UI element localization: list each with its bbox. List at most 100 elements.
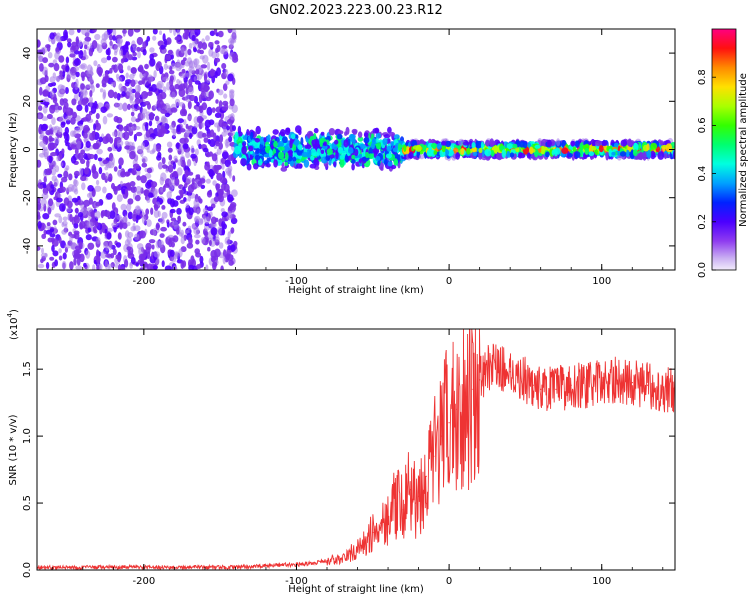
heatmap-cell-1128 [64,244,71,249]
heatmap-cell-1768 [187,184,195,193]
heatmap-cell-600 [62,252,67,260]
heatmap-cell-3379 [489,138,495,148]
heatmap-cell-1238 [61,64,66,70]
heatmap-cell-2410 [291,133,296,140]
heatmap-cell-990 [180,260,185,269]
heatmap-cell-1552 [200,237,206,244]
heatmap-cell-3295 [627,138,632,147]
heatmap-cell-1224 [78,98,83,107]
heatmap-cell-980 [103,31,109,40]
heatmap-cell-1687 [76,104,83,112]
heatmap-cell-2439 [343,139,349,148]
heatmap-cell-3344 [441,144,446,153]
heatmap-cell-721 [96,237,101,245]
heatmap-cell-740 [146,147,150,153]
heatmap-cell-1041 [96,63,101,73]
heatmap-cell-2003 [375,132,381,139]
heatmap-cell-1645 [80,149,86,155]
heatmap-cell-858 [48,198,54,207]
heatmap-cell-1700 [208,240,212,246]
snr-y-label: SNR (10 * v/v) [8,414,19,485]
snr-point-23 [418,495,420,497]
heatmap-cell-2480 [270,144,275,149]
heatmap-cell-2114 [345,126,350,135]
heatmap-cell-1211 [193,234,201,239]
heatmap-cell-294 [173,29,177,36]
heatmap-cell-1410 [176,124,181,133]
heatmap-cell-1632 [60,176,68,183]
snr-point-43 [601,382,603,384]
heatmap-cell-1583 [102,91,106,100]
heatmap-cell-1782 [179,83,186,91]
heatmap-cell-3341 [529,146,534,155]
heatmap-cell-1037 [47,52,53,59]
heatmap-cell-502 [54,136,60,145]
heatmap-cell-1478 [57,105,63,111]
heatmap-cell-1755 [148,137,154,142]
heatmap-cell-1349 [204,90,210,99]
heatmap-cell-1564 [172,161,176,170]
heatmap-cell-958 [226,210,232,219]
heatmap-cell-1644 [166,221,170,228]
heatmap-cell-136 [37,196,41,204]
heatmap-cell-1642 [61,260,67,270]
heatmap-cell-3381 [584,148,590,155]
heatmap-cell-1670 [129,145,136,151]
heatmap-cell-1431 [187,225,192,231]
heatmap-cell-1600 [45,129,51,136]
heatmap-cell-1750 [160,172,167,182]
heatmap-cell-1042 [45,85,50,92]
heatmap-cell-559 [113,166,118,172]
heatmap-cell-2432 [309,135,315,141]
heatmap-cell-1425 [48,155,53,164]
heatmap-cell-788 [176,29,181,37]
heatmap-cell-3383 [478,147,483,154]
heatmap-cell-544 [203,137,209,143]
heatmap-cell-1948 [279,129,286,137]
heatmap-cell-1174 [58,236,62,244]
heatmap-cell-1420 [102,159,109,165]
heatmap-cell-2477 [326,148,333,156]
heatmap-cell-996 [106,263,114,268]
heatmap-cell-2494 [248,145,254,152]
heatmap-cell-1775 [149,53,154,61]
heatmap-cell-1518 [79,167,84,177]
snr-multiplier-exp: 4 [6,312,14,317]
heatmap-cell-2493 [301,151,309,158]
heatmap-cell-3380 [471,142,476,149]
heatmap-cell-1183 [82,132,88,139]
heatmap-cell-1708 [84,104,89,113]
heatmap-cell-1660 [188,42,193,49]
heatmap-cell-1627 [46,222,51,227]
heatmap-cell-1370 [134,233,140,241]
heatmap-cell-1188 [81,75,85,82]
heatmap-cell-1616 [76,140,82,150]
heatmap-cell-1218 [164,265,172,270]
heatmap-cell-3371 [554,148,558,157]
heatmap-cell-1314 [221,228,226,236]
heatmap-cell-1738 [191,222,199,230]
heatmap-cell-1208 [141,156,148,163]
heatmap-cell-1468 [169,208,176,214]
heatmap-cell-1789 [118,83,123,91]
snr-point-29 [463,398,465,400]
heatmap-cell-2269 [328,128,336,136]
x-tick-label-0: -200 [132,576,155,587]
heatmap-cell-1672 [169,65,173,72]
heatmap-cell-1528 [117,264,122,270]
snr-y-tick-label-2: 1.0 [22,428,33,444]
heatmap-cell-604 [112,131,117,137]
heatmap-cell-1759 [57,126,63,135]
heatmap-cell-1780 [74,252,81,260]
heatmap-cell-464 [155,144,162,152]
heatmap-cell-1568 [149,47,155,53]
heatmap-cell-3213 [475,140,483,149]
heatmap-cell-1444 [93,123,97,131]
heatmap-cell-909 [49,90,55,98]
heatmap-cell-1064 [129,95,134,104]
heatmap-cell-3172 [496,152,503,161]
heatmap-cell-763 [105,192,113,200]
heatmap-cell-1488 [220,265,224,270]
heatmap-cell-1531 [42,105,48,114]
heatmap-cell-709 [108,34,113,41]
